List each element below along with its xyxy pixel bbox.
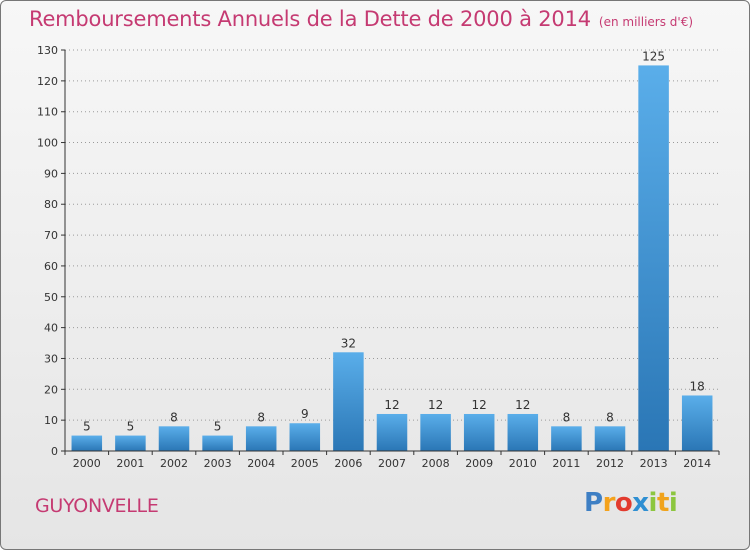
chart-title: Remboursements Annuels de la Dette de 20… (29, 7, 693, 31)
y-tick-label: 90 (44, 167, 58, 180)
data-label-2008: 12 (428, 398, 443, 412)
bar-2010 (507, 413, 539, 451)
x-tick-label-2006: 2006 (334, 457, 362, 470)
data-label-2010: 12 (515, 398, 530, 412)
data-label-2004: 8 (257, 410, 265, 424)
data-label-2001: 5 (127, 420, 135, 434)
x-tick-label-2009: 2009 (465, 457, 493, 470)
logo-letter: i (668, 488, 678, 518)
data-label-2007: 12 (384, 398, 399, 412)
y-tick-label: 30 (44, 352, 58, 365)
logo-letter: i (648, 488, 658, 518)
y-tick-label: 70 (44, 229, 58, 242)
x-tick-label-2008: 2008 (422, 457, 450, 470)
bar-2013 (638, 65, 669, 451)
y-tick-label: 50 (44, 291, 58, 304)
y-tick-label: 100 (37, 137, 58, 150)
bar-2014 (681, 395, 713, 451)
x-tick-label-2007: 2007 (378, 457, 406, 470)
y-tick-label: 10 (44, 414, 58, 427)
x-tick-label-2012: 2012 (596, 457, 624, 470)
bar-2002 (158, 426, 190, 451)
x-tick-label-2001: 2001 (116, 457, 144, 470)
y-tick-label: 20 (44, 383, 58, 396)
data-label-2013: 125 (642, 49, 665, 63)
bar-2000 (71, 435, 103, 451)
y-tick-label: 110 (37, 106, 58, 119)
logo-letter: r (602, 488, 616, 518)
bar-2007 (376, 413, 408, 451)
proxiti-logo[interactable]: Proxiti (584, 488, 678, 518)
data-label-2003: 5 (214, 420, 222, 434)
grid-lines (65, 49, 719, 421)
bars: 5 5 8 5 8 9 32 12 12 12 12 8 8 125 18 (71, 49, 713, 451)
chart-title-text: Remboursements Annuels de la Dette de 20… (29, 7, 591, 31)
logo-letter: t (656, 488, 669, 518)
x-tick-label-2000: 2000 (73, 457, 101, 470)
logo-letter: P (584, 488, 603, 518)
data-label-2014: 18 (690, 379, 705, 393)
data-label-2000: 5 (83, 420, 91, 434)
y-tick-label: 120 (37, 75, 58, 88)
y-axis: 0 10 20 30 40 50 60 70 80 90 100 110 120 130 (37, 44, 66, 458)
data-label-2012: 8 (606, 410, 614, 424)
y-tick-label: 40 (44, 322, 58, 335)
bar-2009 (463, 413, 495, 451)
x-tick-label-2013: 2013 (640, 457, 668, 470)
commune-name: GUYONVELLE (35, 495, 159, 517)
x-tick-label-2002: 2002 (160, 457, 188, 470)
data-label-2002: 8 (170, 410, 178, 424)
bar-2005 (289, 423, 321, 451)
bar-2001 (115, 435, 146, 451)
chart-subtitle: (en milliers d'€) (598, 15, 694, 29)
data-label-2009: 12 (472, 398, 487, 412)
data-label-2011: 8 (563, 410, 571, 424)
data-label-2006: 32 (341, 336, 356, 350)
bar-2003 (202, 435, 233, 451)
x-tick-label-2011: 2011 (552, 457, 580, 470)
x-tick-label-2014: 2014 (683, 457, 711, 470)
x-tick-label-2005: 2005 (291, 457, 319, 470)
y-tick-label: 60 (44, 260, 58, 273)
data-label-2005: 9 (301, 407, 309, 421)
bar-2006 (333, 352, 364, 451)
x-tick-label-2010: 2010 (509, 457, 537, 470)
bar-2004 (245, 426, 277, 451)
y-tick-label: 80 (44, 198, 58, 211)
x-axis: 2000 2001 2002 2003 2004 2005 2006 2007 2008 2009… (64, 450, 720, 470)
bar-2012 (594, 426, 626, 451)
x-tick-label-2004: 2004 (247, 457, 275, 470)
bar-2011 (551, 426, 582, 451)
logo-letter: o (614, 488, 633, 518)
bar-2008 (420, 413, 451, 451)
logo-letter: x (632, 488, 649, 518)
y-tick-label: 0 (51, 445, 58, 458)
y-tick-label: 130 (37, 44, 58, 57)
x-tick-label-2003: 2003 (204, 457, 232, 470)
